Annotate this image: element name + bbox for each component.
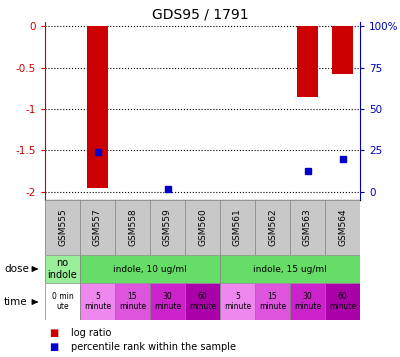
Bar: [87, 26, 108, 187]
Bar: [220, 283, 255, 320]
Bar: [185, 283, 220, 320]
Text: 0 min
ute: 0 min ute: [52, 292, 73, 311]
Text: no
indole: no indole: [48, 258, 77, 280]
Bar: [220, 255, 360, 283]
Text: GSM561: GSM561: [233, 208, 242, 246]
Text: 60
minute: 60 minute: [329, 292, 356, 311]
Text: GSM557: GSM557: [93, 208, 102, 246]
Text: dose: dose: [4, 264, 29, 274]
Bar: [150, 283, 185, 320]
Text: GSM559: GSM559: [163, 208, 172, 246]
Text: 15
minute: 15 minute: [119, 292, 146, 311]
Bar: [325, 283, 360, 320]
Text: 5
minute: 5 minute: [84, 292, 111, 311]
Bar: [115, 283, 150, 320]
Bar: [255, 283, 290, 320]
Text: ■: ■: [49, 342, 58, 352]
Text: 15
minute: 15 minute: [259, 292, 286, 311]
Text: GSM555: GSM555: [58, 208, 67, 246]
Bar: [80, 255, 220, 283]
Text: 30
minute: 30 minute: [154, 292, 181, 311]
Bar: [332, 26, 353, 74]
Text: percentile rank within the sample: percentile rank within the sample: [71, 342, 236, 352]
Bar: [80, 283, 115, 320]
Text: indole, 15 ug/ml: indole, 15 ug/ml: [253, 265, 327, 273]
Text: GSM564: GSM564: [338, 209, 347, 246]
Bar: [290, 283, 325, 320]
Text: GSM558: GSM558: [128, 208, 137, 246]
Text: 5
minute: 5 minute: [224, 292, 251, 311]
Text: 60
minute: 60 minute: [189, 292, 216, 311]
Text: ■: ■: [49, 328, 58, 338]
Text: indole, 10 ug/ml: indole, 10 ug/ml: [113, 265, 187, 273]
Text: GDS95 / 1791: GDS95 / 1791: [152, 8, 249, 22]
Text: time: time: [4, 297, 28, 307]
Text: GSM562: GSM562: [268, 209, 277, 246]
Bar: [45, 283, 80, 320]
Text: GSM563: GSM563: [303, 208, 312, 246]
Text: log ratio: log ratio: [71, 328, 111, 338]
Text: 30
minute: 30 minute: [294, 292, 321, 311]
Bar: [45, 255, 80, 283]
Bar: [297, 26, 318, 96]
Text: GSM560: GSM560: [198, 208, 207, 246]
